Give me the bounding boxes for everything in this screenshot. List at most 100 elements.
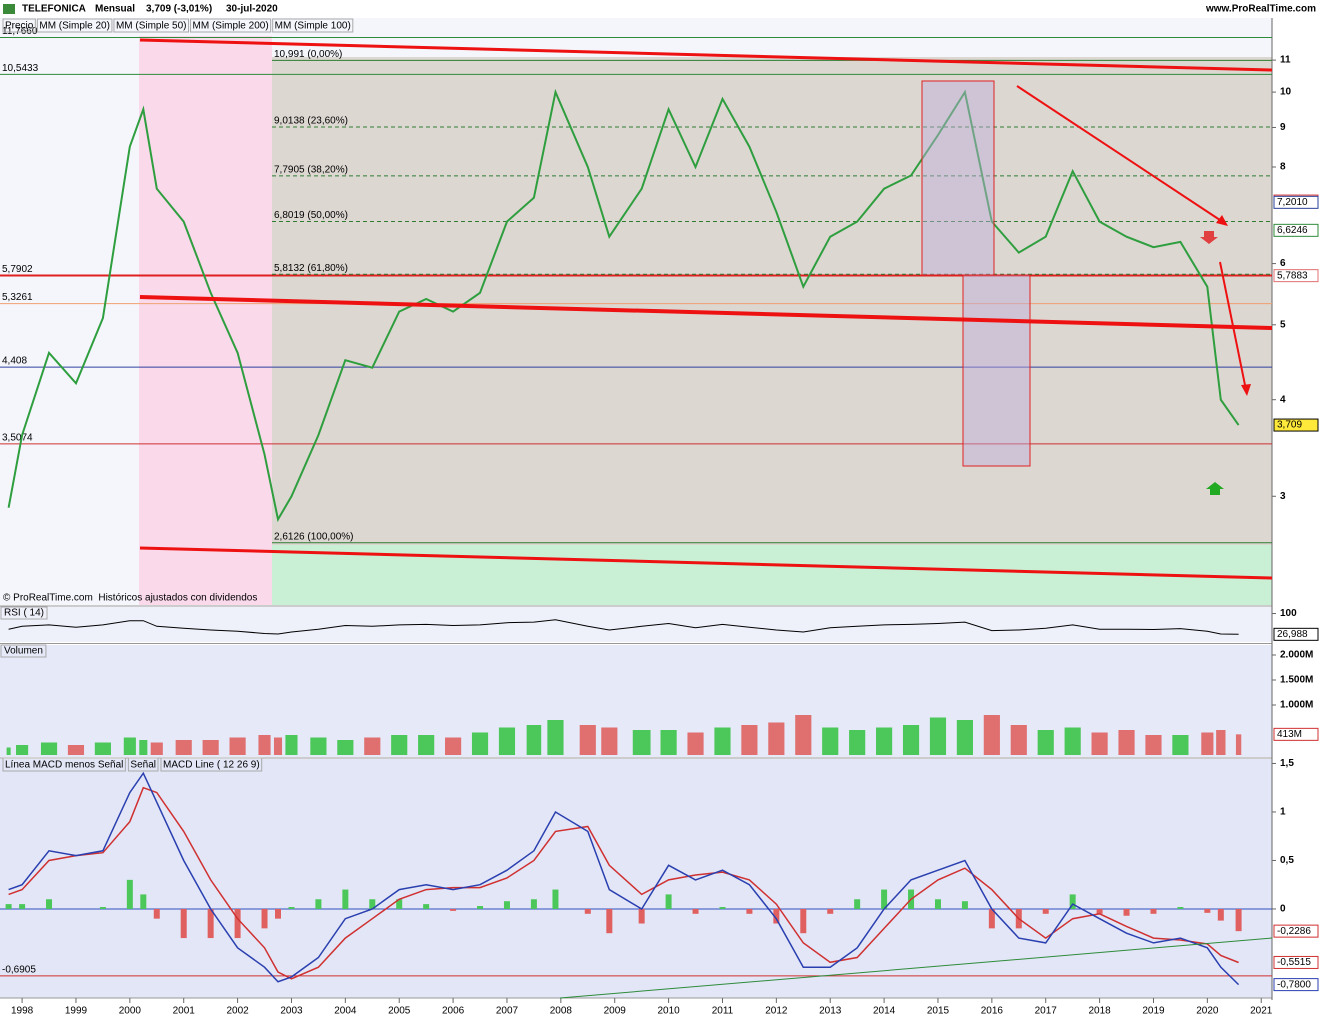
trend-line xyxy=(139,546,1273,580)
value-label-box xyxy=(1273,727,1319,741)
histogram-bar xyxy=(1123,908,1130,916)
y-tick-label: 2.000M xyxy=(1280,650,1313,661)
volume-bar xyxy=(741,725,758,755)
volume-bar xyxy=(1091,732,1108,755)
value-label-box xyxy=(1273,418,1319,432)
panel-title: RSI ( 14) xyxy=(4,608,44,619)
fib-label: 7,7905 (38,20%) xyxy=(274,165,348,176)
level-label: 5,7902 xyxy=(2,264,33,275)
symbol: TELEFONICA xyxy=(22,4,86,15)
value-label: 7,2010 xyxy=(1277,197,1308,208)
value-label: 413M xyxy=(1277,729,1302,740)
panel-bg xyxy=(0,607,1272,642)
value-label-box xyxy=(1273,627,1319,641)
volume-bar xyxy=(150,742,163,755)
panel-title-box xyxy=(0,606,48,620)
trend-line xyxy=(139,38,1273,72)
value-label-box xyxy=(1273,195,1319,209)
legend-box xyxy=(127,757,159,772)
value-label: -0,5515 xyxy=(1277,957,1311,968)
y-tick-label: 0 xyxy=(1280,904,1286,915)
histogram-bar xyxy=(854,899,861,909)
x-tick-label: 2007 xyxy=(496,1006,519,1017)
value-label-box xyxy=(1273,223,1319,237)
line-series xyxy=(8,619,1239,635)
legend-label: Señal xyxy=(130,760,156,771)
histogram-bar xyxy=(881,889,888,909)
x-tick-label: 2001 xyxy=(173,1006,196,1017)
value-label-box xyxy=(1273,978,1319,992)
value-label: -0,7800 xyxy=(1277,979,1311,990)
x-tick-label: 2004 xyxy=(334,1006,357,1017)
x-tick-label: 2010 xyxy=(657,1006,680,1017)
volume-bar xyxy=(1216,730,1226,755)
date: 30-jul-2020 xyxy=(226,4,278,15)
histogram-bar xyxy=(1235,908,1242,932)
histogram-bar xyxy=(719,907,726,909)
volume-bar xyxy=(929,717,947,755)
volume-bar xyxy=(418,735,435,755)
histogram-bar xyxy=(1177,907,1184,909)
fib-zone xyxy=(272,57,1272,545)
histogram-bar xyxy=(827,908,834,914)
volume-bar xyxy=(1010,725,1027,755)
volume-bar xyxy=(849,730,866,755)
histogram-bar xyxy=(180,908,187,939)
y-tick-label: 1.000M xyxy=(1280,700,1313,711)
volume-bar xyxy=(229,737,246,755)
histogram-bar xyxy=(207,908,214,939)
value-label: 6,6246 xyxy=(1277,225,1308,236)
volume-bar xyxy=(601,727,618,755)
volume-bar xyxy=(273,737,283,755)
volume-bar xyxy=(983,715,1000,755)
volume-bar xyxy=(1201,732,1214,755)
plot: 345689101111,766010,54335,79025,32614,40… xyxy=(0,18,1319,1017)
volume-bar xyxy=(795,715,812,755)
histogram-bar xyxy=(19,904,26,909)
x-tick-label: 2003 xyxy=(280,1006,303,1017)
histogram-bar xyxy=(46,899,53,909)
value-label: 3,709 xyxy=(1277,420,1302,431)
volume-bar xyxy=(1037,730,1054,755)
volume-bar xyxy=(1235,734,1242,755)
histogram-bar xyxy=(1217,908,1224,921)
x-tick-label: 2015 xyxy=(927,1006,950,1017)
volume-bar xyxy=(687,732,704,755)
histogram-bar xyxy=(153,908,160,919)
value-label: -0,2286 xyxy=(1277,926,1311,937)
volume-bar xyxy=(822,727,839,755)
volume-bar xyxy=(876,727,893,755)
legend-label: MM (Simple 20) xyxy=(39,21,110,32)
y-tick-label: 1.500M xyxy=(1280,675,1313,686)
y-tick-label: 6 xyxy=(1280,258,1286,269)
x-tick-label: 2000 xyxy=(119,1006,142,1017)
legend-box xyxy=(2,757,126,772)
histogram-bar xyxy=(315,899,322,909)
x-tick-label: 2011 xyxy=(712,1006,734,1017)
histogram-bar xyxy=(99,907,106,909)
legend-label: Línea MACD menos Señal xyxy=(5,760,123,771)
histogram-bar xyxy=(126,879,133,909)
y-tick-label: 1 xyxy=(1280,807,1286,818)
annotation-box xyxy=(962,274,1031,467)
fib-label: 5,8132 (61,80%) xyxy=(274,263,348,274)
volume-bar xyxy=(768,722,785,755)
level-label: -0,6905 xyxy=(2,965,36,976)
x-tick-label: 2016 xyxy=(981,1006,1004,1017)
period: Mensual xyxy=(95,4,135,15)
histogram-bar xyxy=(746,908,753,914)
site: www.ProRealTime.com xyxy=(1205,4,1316,15)
y-tick-label: 9 xyxy=(1280,122,1286,133)
panel-title: Volumen xyxy=(4,646,43,657)
volume-bar xyxy=(139,740,148,755)
highlight-band xyxy=(139,36,272,605)
panel-title-box xyxy=(0,644,47,658)
fib-label: 6,8019 (50,00%) xyxy=(274,210,348,221)
histogram-bar xyxy=(234,908,241,939)
histogram-bar xyxy=(1069,894,1076,909)
volume-bar xyxy=(714,727,731,755)
x-tick-label: 2008 xyxy=(550,1006,573,1017)
volume-bar xyxy=(902,725,920,755)
